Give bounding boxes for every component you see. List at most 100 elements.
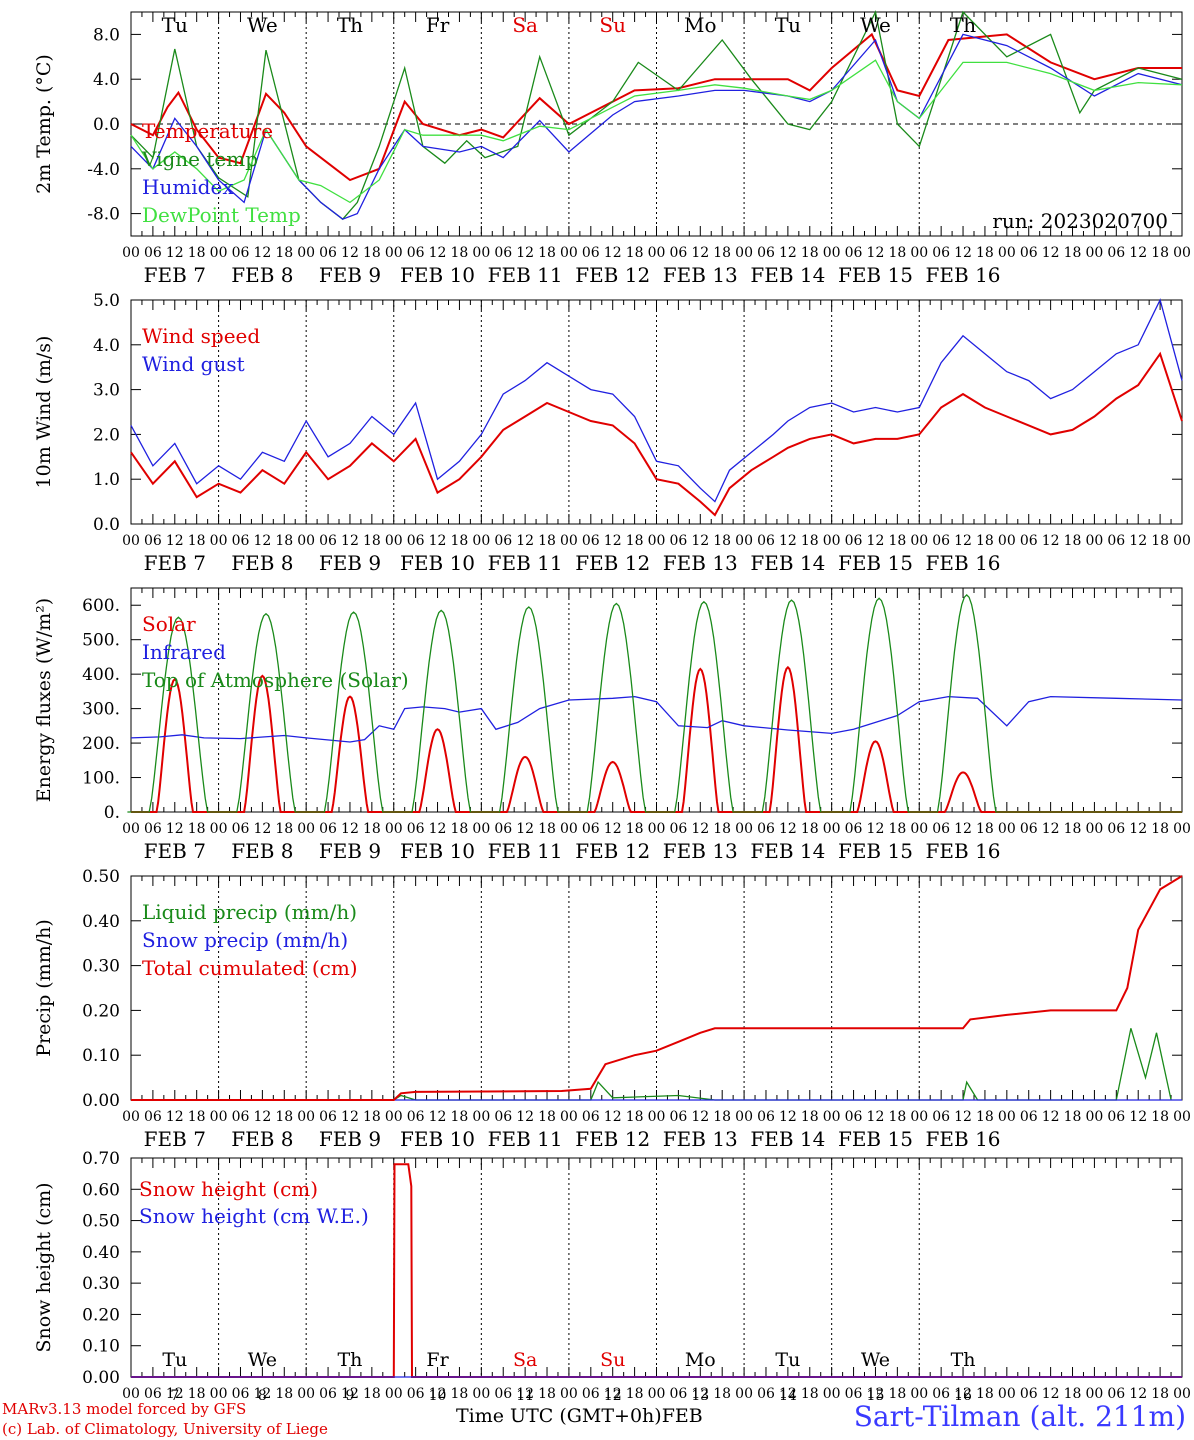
hour-label: 18: [363, 245, 381, 261]
hour-label: 06: [319, 533, 337, 549]
date-label: FEB 14: [750, 551, 825, 575]
hour-label: 12: [429, 1109, 447, 1125]
hour-label: 12: [429, 245, 447, 261]
hour-label: 06: [932, 245, 950, 261]
hour-label: 00: [648, 821, 666, 837]
hour-label: 12: [1042, 1109, 1060, 1125]
hour-label: 18: [713, 821, 731, 837]
hour-label: 18: [275, 245, 293, 261]
y-tick-label: 0.30: [82, 957, 120, 977]
hour-label: 18: [888, 1109, 906, 1125]
hour-label: 18: [188, 1109, 206, 1125]
hour-label: 06: [232, 1109, 250, 1125]
date-label: FEB 11: [488, 1127, 563, 1151]
hour-label: 00: [297, 1386, 315, 1402]
hour-label: 12: [166, 1109, 184, 1125]
hour-label: 00: [297, 533, 315, 549]
hour-label: 12: [253, 1386, 271, 1402]
hour-label: 12: [954, 533, 972, 549]
hour-label: 00: [998, 533, 1016, 549]
hour-label: 12: [166, 533, 184, 549]
hour-label: 12: [604, 1109, 622, 1125]
hour-label: 00: [823, 821, 841, 837]
date-label: FEB 12: [575, 1127, 650, 1151]
hour-label: 12: [1129, 533, 1147, 549]
hour-label: 06: [845, 1386, 863, 1402]
hour-label: 00: [560, 821, 578, 837]
hour-label: 00: [122, 533, 140, 549]
series-line-infrared: [130, 695, 1183, 743]
hour-label: 12: [691, 1386, 709, 1402]
hour-label: 00: [910, 533, 928, 549]
hour-label: 06: [1020, 821, 1038, 837]
y-tick-label: 0.00: [82, 1368, 120, 1388]
y-tick-label: 300.: [82, 700, 120, 720]
hour-label: 18: [801, 533, 819, 549]
hour-label: 00: [385, 821, 403, 837]
hour-label: 12: [691, 245, 709, 261]
y-axis-label: Precip (mm/h): [33, 919, 55, 1057]
hour-label: 18: [275, 1109, 293, 1125]
hour-label: 18: [538, 245, 556, 261]
date-label: FEB 14: [750, 1127, 825, 1151]
hour-label: 00: [735, 1386, 753, 1402]
hour-label: 00: [910, 245, 928, 261]
hour-label: 06: [144, 821, 162, 837]
hour-label: 06: [494, 1386, 512, 1402]
day-number-label: 7: [170, 1388, 179, 1404]
date-label: FEB 10: [400, 263, 475, 287]
hour-label: 12: [166, 1386, 184, 1402]
hour-label: 06: [232, 533, 250, 549]
hour-label: 06: [845, 1109, 863, 1125]
date-label: FEB 8: [231, 551, 293, 575]
hour-label: 18: [801, 1386, 819, 1402]
hour-label: 18: [1151, 821, 1169, 837]
hour-label: 06: [757, 1109, 775, 1125]
hour-label: 00: [210, 245, 228, 261]
hour-label: 00: [472, 1386, 490, 1402]
hour-label: 00: [385, 1109, 403, 1125]
date-label: FEB 13: [663, 1127, 738, 1151]
hour-label: 06: [494, 1109, 512, 1125]
date-label: FEB 11: [488, 551, 563, 575]
panel-2: [130, 298, 1183, 525]
hour-label: 12: [341, 245, 359, 261]
hour-label: 18: [1064, 1386, 1082, 1402]
series-line-wind-speed: [130, 351, 1183, 517]
hour-label: 06: [757, 1386, 775, 1402]
hour-label: 06: [144, 533, 162, 549]
hour-label: 18: [976, 245, 994, 261]
y-tick-label: 500.: [82, 631, 120, 651]
y-tick-label: 200.: [82, 734, 120, 754]
weekday-label-bottom: Th: [337, 1349, 362, 1371]
hour-label: 18: [1151, 245, 1169, 261]
hour-label: 00: [385, 1386, 403, 1402]
weekday-label-bottom: We: [861, 1349, 890, 1371]
date-label: FEB 9: [319, 839, 381, 863]
hour-label: 00: [998, 1386, 1016, 1402]
hour-label: 12: [1042, 1386, 1060, 1402]
hour-label: 00: [823, 1386, 841, 1402]
hour-label: 18: [1064, 1109, 1082, 1125]
hour-label: 18: [188, 1386, 206, 1402]
day-number-label: 13: [691, 1388, 709, 1404]
date-label: FEB 10: [400, 1127, 475, 1151]
date-label: FEB 15: [838, 263, 913, 287]
hour-label: 12: [867, 1386, 885, 1402]
hour-label: 12: [166, 245, 184, 261]
y-tick-label: 0.50: [82, 1212, 120, 1232]
y-tick-label: 0.20: [82, 1305, 120, 1325]
hour-label: 18: [538, 1386, 556, 1402]
date-label: FEB 13: [663, 839, 738, 863]
legend-entry: Top of Atmosphere (Solar): [142, 668, 409, 692]
hour-label: 06: [232, 1386, 250, 1402]
hour-label: 12: [954, 1386, 972, 1402]
hour-label: 12: [341, 1386, 359, 1402]
hour-label: 06: [845, 821, 863, 837]
hour-label: 06: [494, 245, 512, 261]
legend-entry: DewPoint Temp: [142, 203, 301, 227]
hour-label: 18: [1151, 1109, 1169, 1125]
hour-label: 00: [648, 1109, 666, 1125]
legend-entry: Humidex: [142, 175, 234, 199]
day-number-label: 11: [516, 1388, 534, 1404]
